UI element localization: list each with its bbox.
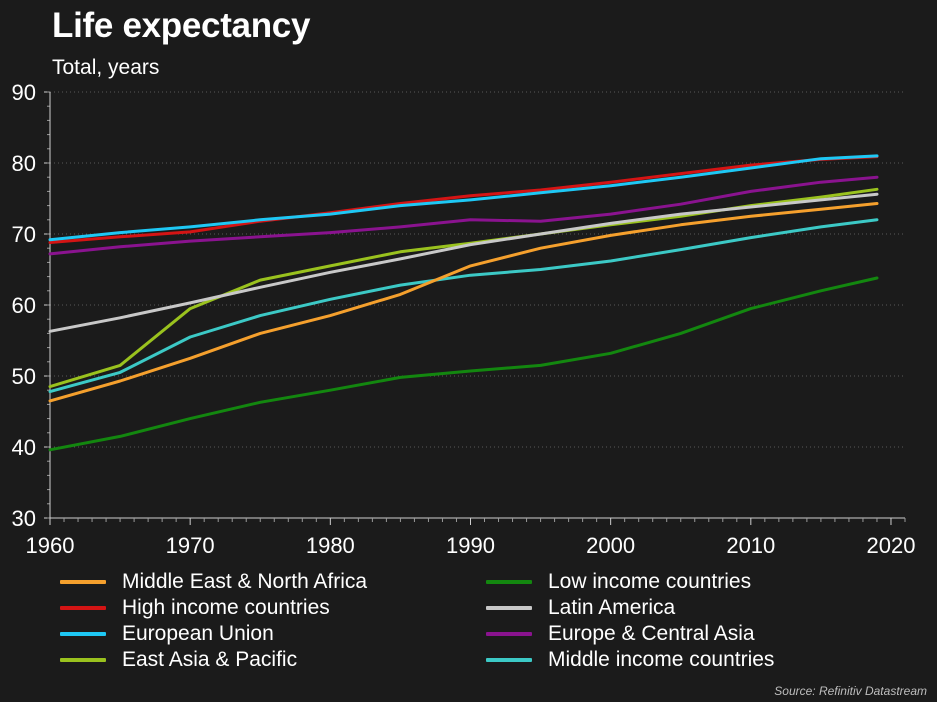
series-line-low-income-countries bbox=[48, 276, 879, 452]
legend-item: Low income countries bbox=[486, 570, 751, 594]
legend-swatch bbox=[60, 658, 106, 662]
x-tick-label: 1970 bbox=[166, 533, 215, 558]
x-tick-label: 2000 bbox=[586, 533, 635, 558]
legend-swatch bbox=[60, 580, 106, 584]
x-tick-label: 2010 bbox=[726, 533, 775, 558]
y-tick-label: 90 bbox=[12, 80, 36, 105]
line-chart: 30 40 50 60 70 80 90 1960 1970 1980 1990 2000 2010 20… bbox=[12, 80, 916, 558]
legend-label: Middle East & North Africa bbox=[122, 570, 368, 593]
y-tick-label: 70 bbox=[12, 222, 36, 247]
legend-swatch bbox=[486, 658, 532, 662]
y-tick-label: 60 bbox=[12, 293, 36, 318]
x-tick-label: 1980 bbox=[306, 533, 355, 558]
legend-label: Latin America bbox=[548, 596, 676, 619]
legend-item: Europe & Central Asia bbox=[486, 622, 755, 646]
x-tick-label: 2020 bbox=[867, 533, 916, 558]
series-line-latin-america bbox=[48, 192, 879, 333]
legend-swatch bbox=[486, 606, 532, 610]
series-line-middle-income-countries bbox=[48, 218, 879, 394]
x-tick-label: 1960 bbox=[26, 533, 75, 558]
legend-label: High income countries bbox=[122, 596, 330, 619]
legend-label: Middle income countries bbox=[548, 648, 775, 671]
legend-item: Latin America bbox=[486, 596, 675, 620]
legend-label: East Asia & Pacific bbox=[122, 648, 298, 671]
legend-item: Middle East & North Africa bbox=[60, 570, 367, 594]
chart-subtitle: Total, years bbox=[52, 56, 160, 79]
chart-title: Life expectancy bbox=[52, 6, 311, 45]
legend-item: Middle income countries bbox=[486, 648, 774, 672]
x-tick-label: 1990 bbox=[446, 533, 495, 558]
y-tick-label: 50 bbox=[12, 364, 36, 389]
legend-label: Low income countries bbox=[548, 570, 752, 593]
legend-item: European Union bbox=[60, 622, 274, 646]
series-line-middle-east-north-africa bbox=[48, 202, 879, 403]
source-note: Source: Refinitiv Datastream bbox=[774, 684, 927, 698]
series-line-europe-central-asia bbox=[48, 175, 879, 256]
legend-swatch bbox=[486, 580, 532, 584]
y-tick-label: 40 bbox=[12, 435, 36, 460]
legend-label: European Union bbox=[122, 622, 274, 645]
legend-swatch bbox=[486, 632, 532, 636]
legend-label: Europe & Central Asia bbox=[548, 622, 755, 645]
legend-item: East Asia & Pacific bbox=[60, 648, 297, 672]
y-tick-label: 80 bbox=[12, 151, 36, 176]
legend-swatch bbox=[60, 632, 106, 636]
y-tick-label: 30 bbox=[12, 506, 36, 531]
legend-swatch bbox=[60, 606, 106, 610]
series-line-east-asia-pacific bbox=[48, 187, 879, 389]
series-line-european-union bbox=[48, 154, 879, 242]
legend-item: High income countries bbox=[60, 596, 330, 620]
series-line-high-income-countries bbox=[48, 155, 879, 244]
